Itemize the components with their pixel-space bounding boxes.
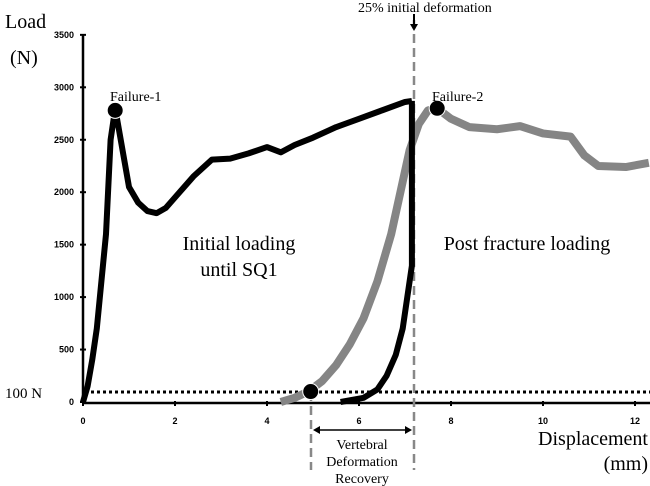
- label-vdr-3: Recovery: [335, 472, 389, 486]
- recovery-marker: [302, 383, 320, 401]
- x-axis-ticks: 0 2 4 6 8 10 12: [80, 401, 640, 426]
- svg-text:12: 12: [630, 416, 640, 426]
- label-initial-loading-2: until SQ1: [200, 259, 277, 281]
- label-failure-1: Failure-1: [110, 90, 161, 105]
- unloading-curve: [340, 100, 415, 405]
- y-axis-title: Load: [5, 11, 46, 33]
- failure-1-marker: [106, 101, 124, 119]
- label-initial-loading-1: Initial loading: [183, 233, 296, 255]
- svg-text:6: 6: [356, 416, 361, 426]
- label-vdr-2: Deformation: [326, 455, 398, 470]
- post-fracture-curve: [279, 104, 650, 406]
- initial-loading-curve: [80, 97, 413, 403]
- arrow-right-head-icon: [405, 426, 412, 434]
- label-post-fracture: Post fracture loading: [444, 233, 611, 255]
- svg-text:8: 8: [448, 416, 453, 426]
- x-axis-unit: (mm): [604, 453, 648, 475]
- label-25pct-deformation: 25% initial deformation: [358, 1, 492, 16]
- svg-text:0: 0: [80, 416, 85, 426]
- y-axis-unit: (N): [10, 47, 38, 69]
- svg-text:2500: 2500: [54, 135, 74, 145]
- x-axis-title: Displacement: [538, 428, 648, 450]
- down-arrow-head-icon: [410, 24, 418, 31]
- svg-text:500: 500: [59, 345, 74, 355]
- svg-text:2000: 2000: [54, 187, 74, 197]
- svg-text:0: 0: [69, 397, 74, 407]
- svg-text:1500: 1500: [54, 240, 74, 250]
- svg-text:2: 2: [172, 416, 177, 426]
- label-vdr-1: Vertebral: [336, 438, 387, 453]
- svg-text:1000: 1000: [54, 292, 74, 302]
- svg-text:3500: 3500: [54, 30, 74, 40]
- label-100n: 100 N: [5, 386, 42, 402]
- svg-text:3000: 3000: [54, 82, 74, 92]
- svg-text:10: 10: [538, 416, 548, 426]
- failure-2-marker: [428, 99, 446, 117]
- svg-text:4: 4: [264, 416, 269, 426]
- arrow-left-head-icon: [313, 426, 320, 434]
- label-failure-2: Failure-2: [432, 90, 483, 105]
- y-axis-ticks: 0 500 1000 1500 2000 2500 3000 3500: [54, 30, 86, 407]
